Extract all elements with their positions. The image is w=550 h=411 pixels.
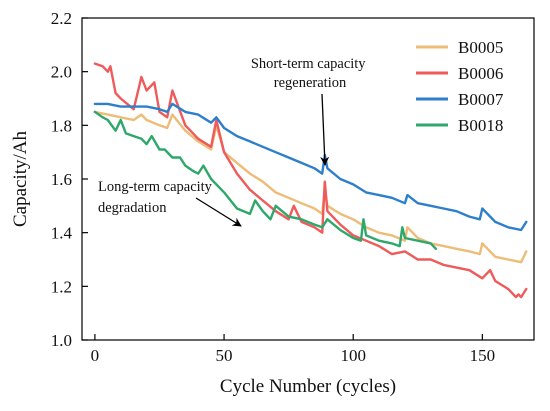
annotation-regeneration: Short-term capacity regeneration	[251, 56, 369, 91]
series-layer	[93, 62, 528, 299]
annotation-degradation-arrow	[195, 197, 242, 227]
series-line-b0005	[93, 110, 528, 264]
annotation-degradation-line-1: Long-term capacity	[98, 179, 213, 195]
series-line-b0007	[93, 102, 528, 232]
annotation-regeneration-line-1: Short-term capacity	[251, 56, 366, 72]
legend: B0005 B0006 B0007 B0018	[416, 38, 504, 135]
legend-label-b0018: B0018	[458, 116, 503, 135]
legend-label-b0006: B0006	[458, 64, 503, 83]
x-tick-label: 50	[216, 346, 233, 365]
legend-label-b0007: B0007	[458, 90, 504, 109]
axis-ticks: 0 50 100 150 1.0 1.2 1.4 1.6 1.8 2.0 2.2	[51, 9, 495, 365]
y-axis-title: Capacity/Ah	[10, 130, 31, 227]
y-tick-label: 1.8	[51, 116, 72, 135]
y-tick-label: 1.6	[51, 170, 72, 189]
x-tick-label: 150	[470, 346, 496, 365]
x-axis-title: Cycle Number (cycles)	[220, 376, 396, 397]
y-tick-label: 1.0	[51, 331, 72, 350]
y-tick-label: 1.4	[51, 224, 73, 243]
x-tick-label: 0	[91, 346, 100, 365]
annotations: Short-term capacity regeneration Long-te…	[98, 56, 369, 227]
y-tick-label: 1.2	[51, 277, 72, 296]
annotation-regeneration-arrow	[320, 93, 330, 166]
legend-label-b0005: B0005	[458, 38, 503, 57]
series-line-b0006	[93, 62, 528, 299]
annotation-degradation: Long-term capacity degradation	[98, 179, 216, 216]
y-tick-label: 2.0	[51, 63, 72, 82]
annotation-regeneration-line-2: regeneration	[274, 75, 347, 91]
x-tick-label: 100	[340, 346, 366, 365]
series-line-b0018	[93, 110, 438, 251]
annotation-degradation-line-2: degradation	[98, 200, 167, 216]
y-tick-label: 2.2	[51, 9, 72, 28]
